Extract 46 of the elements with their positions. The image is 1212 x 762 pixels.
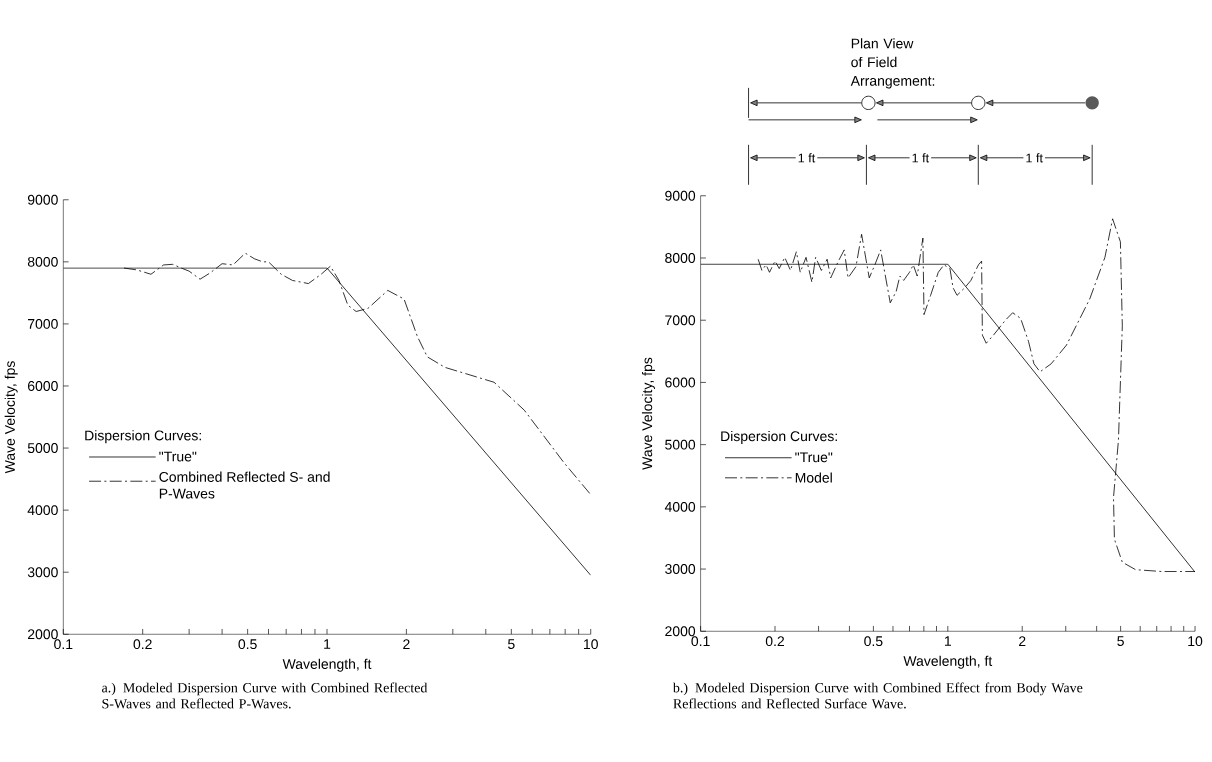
y-tick-label: 6000 [665, 377, 696, 388]
x-axis-title: Wavelength, ft [903, 655, 993, 669]
y-tick-label: 5000 [665, 439, 696, 450]
y-tick-label: 5000 [27, 443, 58, 453]
y-tick-label: 2000 [665, 626, 696, 637]
y-tick-label: 8000 [27, 256, 58, 267]
y-tick-label: 6000 [27, 380, 58, 391]
y-tick-label: 9000 [665, 190, 696, 201]
legend-label: Model [795, 472, 832, 483]
legend-title: Dispersion Curves: [721, 430, 837, 444]
x-tick-label: 1 [324, 639, 331, 649]
legend-title: Dispersion Curves: [85, 430, 201, 444]
text: 1 ft [798, 153, 816, 163]
text: Plan View of Field Arrangement: [850, 38, 935, 89]
x-tick-label: 5 [1117, 636, 1124, 646]
x-tick-label: 0.5 [238, 639, 257, 650]
x-tick-label: 2 [1019, 636, 1026, 646]
legend-label: Combined Reflected S- and P-Waves [159, 471, 330, 499]
text: a.) Modeled Dispersion Curve with Combined Reflected S-Waves and Reflected P-Waves. [102, 682, 428, 709]
x-tick-label: 10 [1188, 636, 1203, 647]
y-tick-label: 9000 [27, 194, 58, 205]
text: b.) Modeled Dispersion Curve with Combined Effect from Body Wave Reflections and Reflected Surface Wave. [672, 682, 1083, 709]
y-tick-label: 2000 [27, 629, 58, 640]
x-tick-label: 2 [403, 639, 410, 649]
y-axis-title: Wave Velocity, fps [4, 361, 18, 474]
x-tick-label: 1 [944, 636, 952, 646]
y-tick-label: 8000 [665, 252, 696, 263]
x-tick-label: 0.1 [54, 639, 73, 650]
x-tick-label: 10 [584, 639, 598, 650]
y-tick-label: 4000 [27, 505, 58, 516]
x-tick-label: 0.1 [691, 636, 710, 647]
y-tick-label: 3000 [665, 564, 696, 574]
x-tick-label: 0.2 [133, 639, 152, 650]
y-tick-label: 3000 [27, 567, 58, 578]
x-tick-label: 5 [508, 639, 515, 649]
legend-label: "True" [159, 451, 197, 462]
legend-label: "True" [795, 452, 833, 463]
y-tick-label: 7000 [27, 318, 58, 329]
x-axis-title: Wavelength, ft [282, 658, 372, 672]
x-tick-label: 0.2 [765, 636, 785, 647]
text: 1 ft [1026, 153, 1043, 163]
y-tick-label: 4000 [664, 501, 696, 512]
y-tick-label: 7000 [665, 315, 696, 326]
y-axis-title: Wave Velocity, fps [641, 357, 655, 470]
text: 1 ft [912, 153, 930, 163]
x-tick-label: 0.5 [864, 636, 883, 647]
